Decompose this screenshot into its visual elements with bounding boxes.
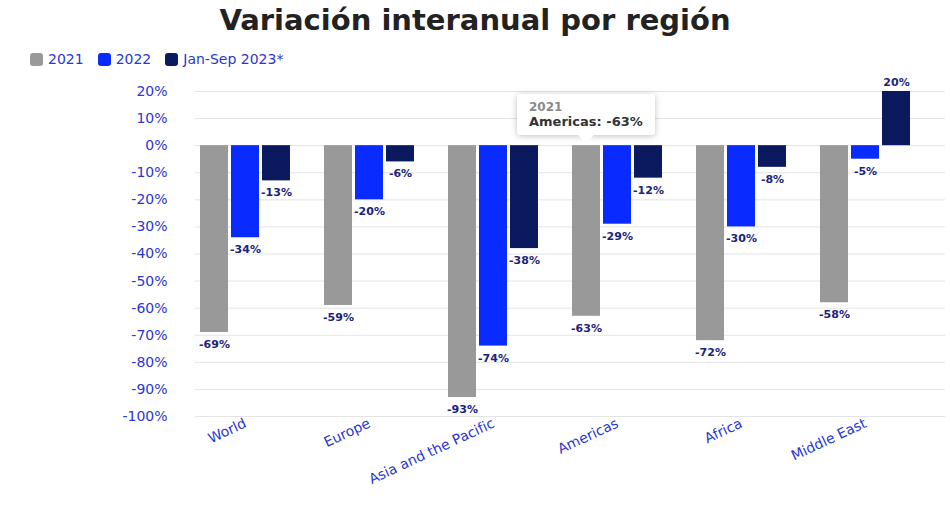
svg-text:-63%: -63% xyxy=(571,322,602,335)
svg-text:-10%: -10% xyxy=(131,164,167,180)
svg-text:Americas: Americas xyxy=(555,415,621,457)
svg-text:-70%: -70% xyxy=(131,327,167,343)
svg-text:-30%: -30% xyxy=(726,232,757,245)
svg-text:-30%: -30% xyxy=(131,218,167,234)
svg-text:-72%: -72% xyxy=(695,346,726,359)
html-text:Jan-Sep 2023*: Jan-Sep 2023* xyxy=(183,51,284,67)
svg-text:-5%: -5% xyxy=(854,165,877,178)
svg-text:World: World xyxy=(206,415,249,446)
svg-text:-12%: -12% xyxy=(633,184,664,197)
svg-text:-80%: -80% xyxy=(131,354,167,370)
svg-text:Asia and the Pacific: Asia and the Pacific xyxy=(366,415,496,487)
svg-text:-60%: -60% xyxy=(131,300,167,316)
svg-text:-8%: -8% xyxy=(761,173,784,186)
svg-text:-20%: -20% xyxy=(354,205,385,218)
svg-text:20%: 20% xyxy=(136,83,167,99)
svg-text:-50%: -50% xyxy=(131,273,167,289)
svg-text:-93%: -93% xyxy=(447,403,478,416)
html-text:Americas: -63%: Americas: -63% xyxy=(529,114,643,130)
svg-text:10%: 10% xyxy=(136,110,167,126)
svg-text:Europe: Europe xyxy=(321,415,372,450)
html-text:2022: 2022 xyxy=(115,51,152,67)
svg-text:-38%: -38% xyxy=(509,254,540,267)
svg-text:-100%: -100% xyxy=(122,408,167,424)
html-text:2021: 2021 xyxy=(48,51,84,67)
html-text:2021: 2021 xyxy=(529,100,563,115)
svg-text:-6%: -6% xyxy=(389,167,412,180)
svg-text:0%: 0% xyxy=(145,137,167,153)
svg-text:-90%: -90% xyxy=(131,381,167,397)
svg-text:-13%: -13% xyxy=(261,186,292,199)
svg-text:-59%: -59% xyxy=(323,311,354,324)
svg-text:-29%: -29% xyxy=(602,230,633,243)
svg-text:-74%: -74% xyxy=(478,352,509,365)
svg-text:Middle East: Middle East xyxy=(789,415,870,464)
svg-text:-34%: -34% xyxy=(230,243,261,256)
svg-text:-40%: -40% xyxy=(131,245,167,261)
svg-text:20%: 20% xyxy=(883,76,909,89)
svg-text:-20%: -20% xyxy=(131,191,167,207)
svg-text:Africa: Africa xyxy=(702,415,745,446)
svg-text:-69%: -69% xyxy=(199,338,230,351)
html-text:Variación interanual por regió: Variación interanual por región xyxy=(219,3,731,37)
svg-text:-58%: -58% xyxy=(819,308,850,321)
